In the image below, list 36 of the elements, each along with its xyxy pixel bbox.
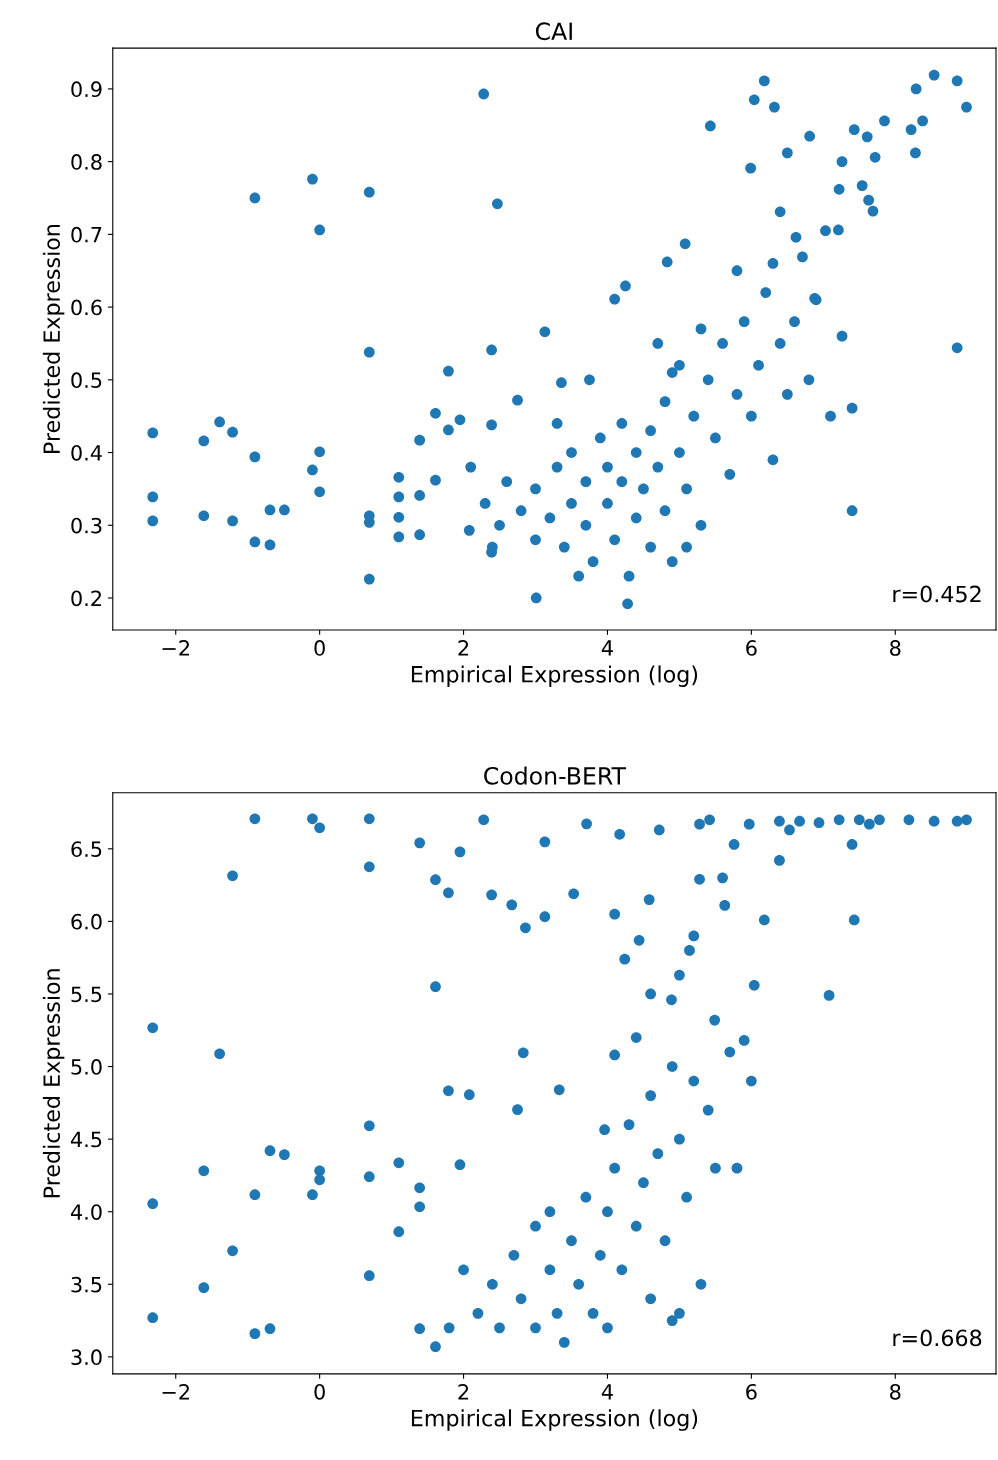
y-tick-label: 0.7 [71,226,102,243]
x-tick-label: 8 [890,640,901,656]
x-tick-label: 2 [458,640,469,656]
y-tick-label: 0.9 [71,81,102,98]
y-tick-label: 0.3 [71,517,102,534]
annotation: r=0.668 [893,1329,982,1347]
y-tick-label: 3.5 [71,1276,102,1293]
y-tick-label: 0.5 [71,372,102,389]
x-tick-label: 6 [746,1383,757,1400]
x-tick-label: −2 [162,1383,189,1400]
x-tick-label: −2 [162,640,189,656]
y-tick-label: 0.2 [71,590,101,607]
y-axis-title: Predicted Expression [42,224,65,453]
x-axis-title: Empirical Expression (log) [411,665,698,687]
y-tick-label: 6.0 [71,913,102,930]
y-tick-label: 5.5 [71,986,102,1003]
x-tick-label: 4 [601,640,613,656]
x-tick-label: 6 [746,640,757,656]
x-tick-label: 0 [314,1383,325,1400]
x-tick-label: 0 [314,640,325,656]
y-tick-label: 4.0 [70,1204,102,1220]
y-tick-label: 0.8 [71,154,102,170]
y-tick-label: 4.5 [70,1131,102,1148]
y-tick-label: 0.6 [71,299,102,316]
x-tick-label: 8 [890,1383,901,1400]
chart-title: CAI [535,22,572,41]
x-axis-title: Empirical Expression (log) [411,1409,698,1431]
y-tick-label: 0.4 [71,444,102,461]
x-tick-label: 2 [458,1383,469,1400]
y-tick-label: 3.0 [71,1349,102,1366]
y-tick-label: 6.5 [71,841,102,858]
chart-title: Codon-BERT [484,766,627,785]
y-axis-title: Predicted Expression [42,969,65,1198]
annotation: r=0.452 [893,585,981,603]
y-tick-label: 5.0 [71,1059,102,1075]
x-tick-label: 4 [601,1384,613,1400]
